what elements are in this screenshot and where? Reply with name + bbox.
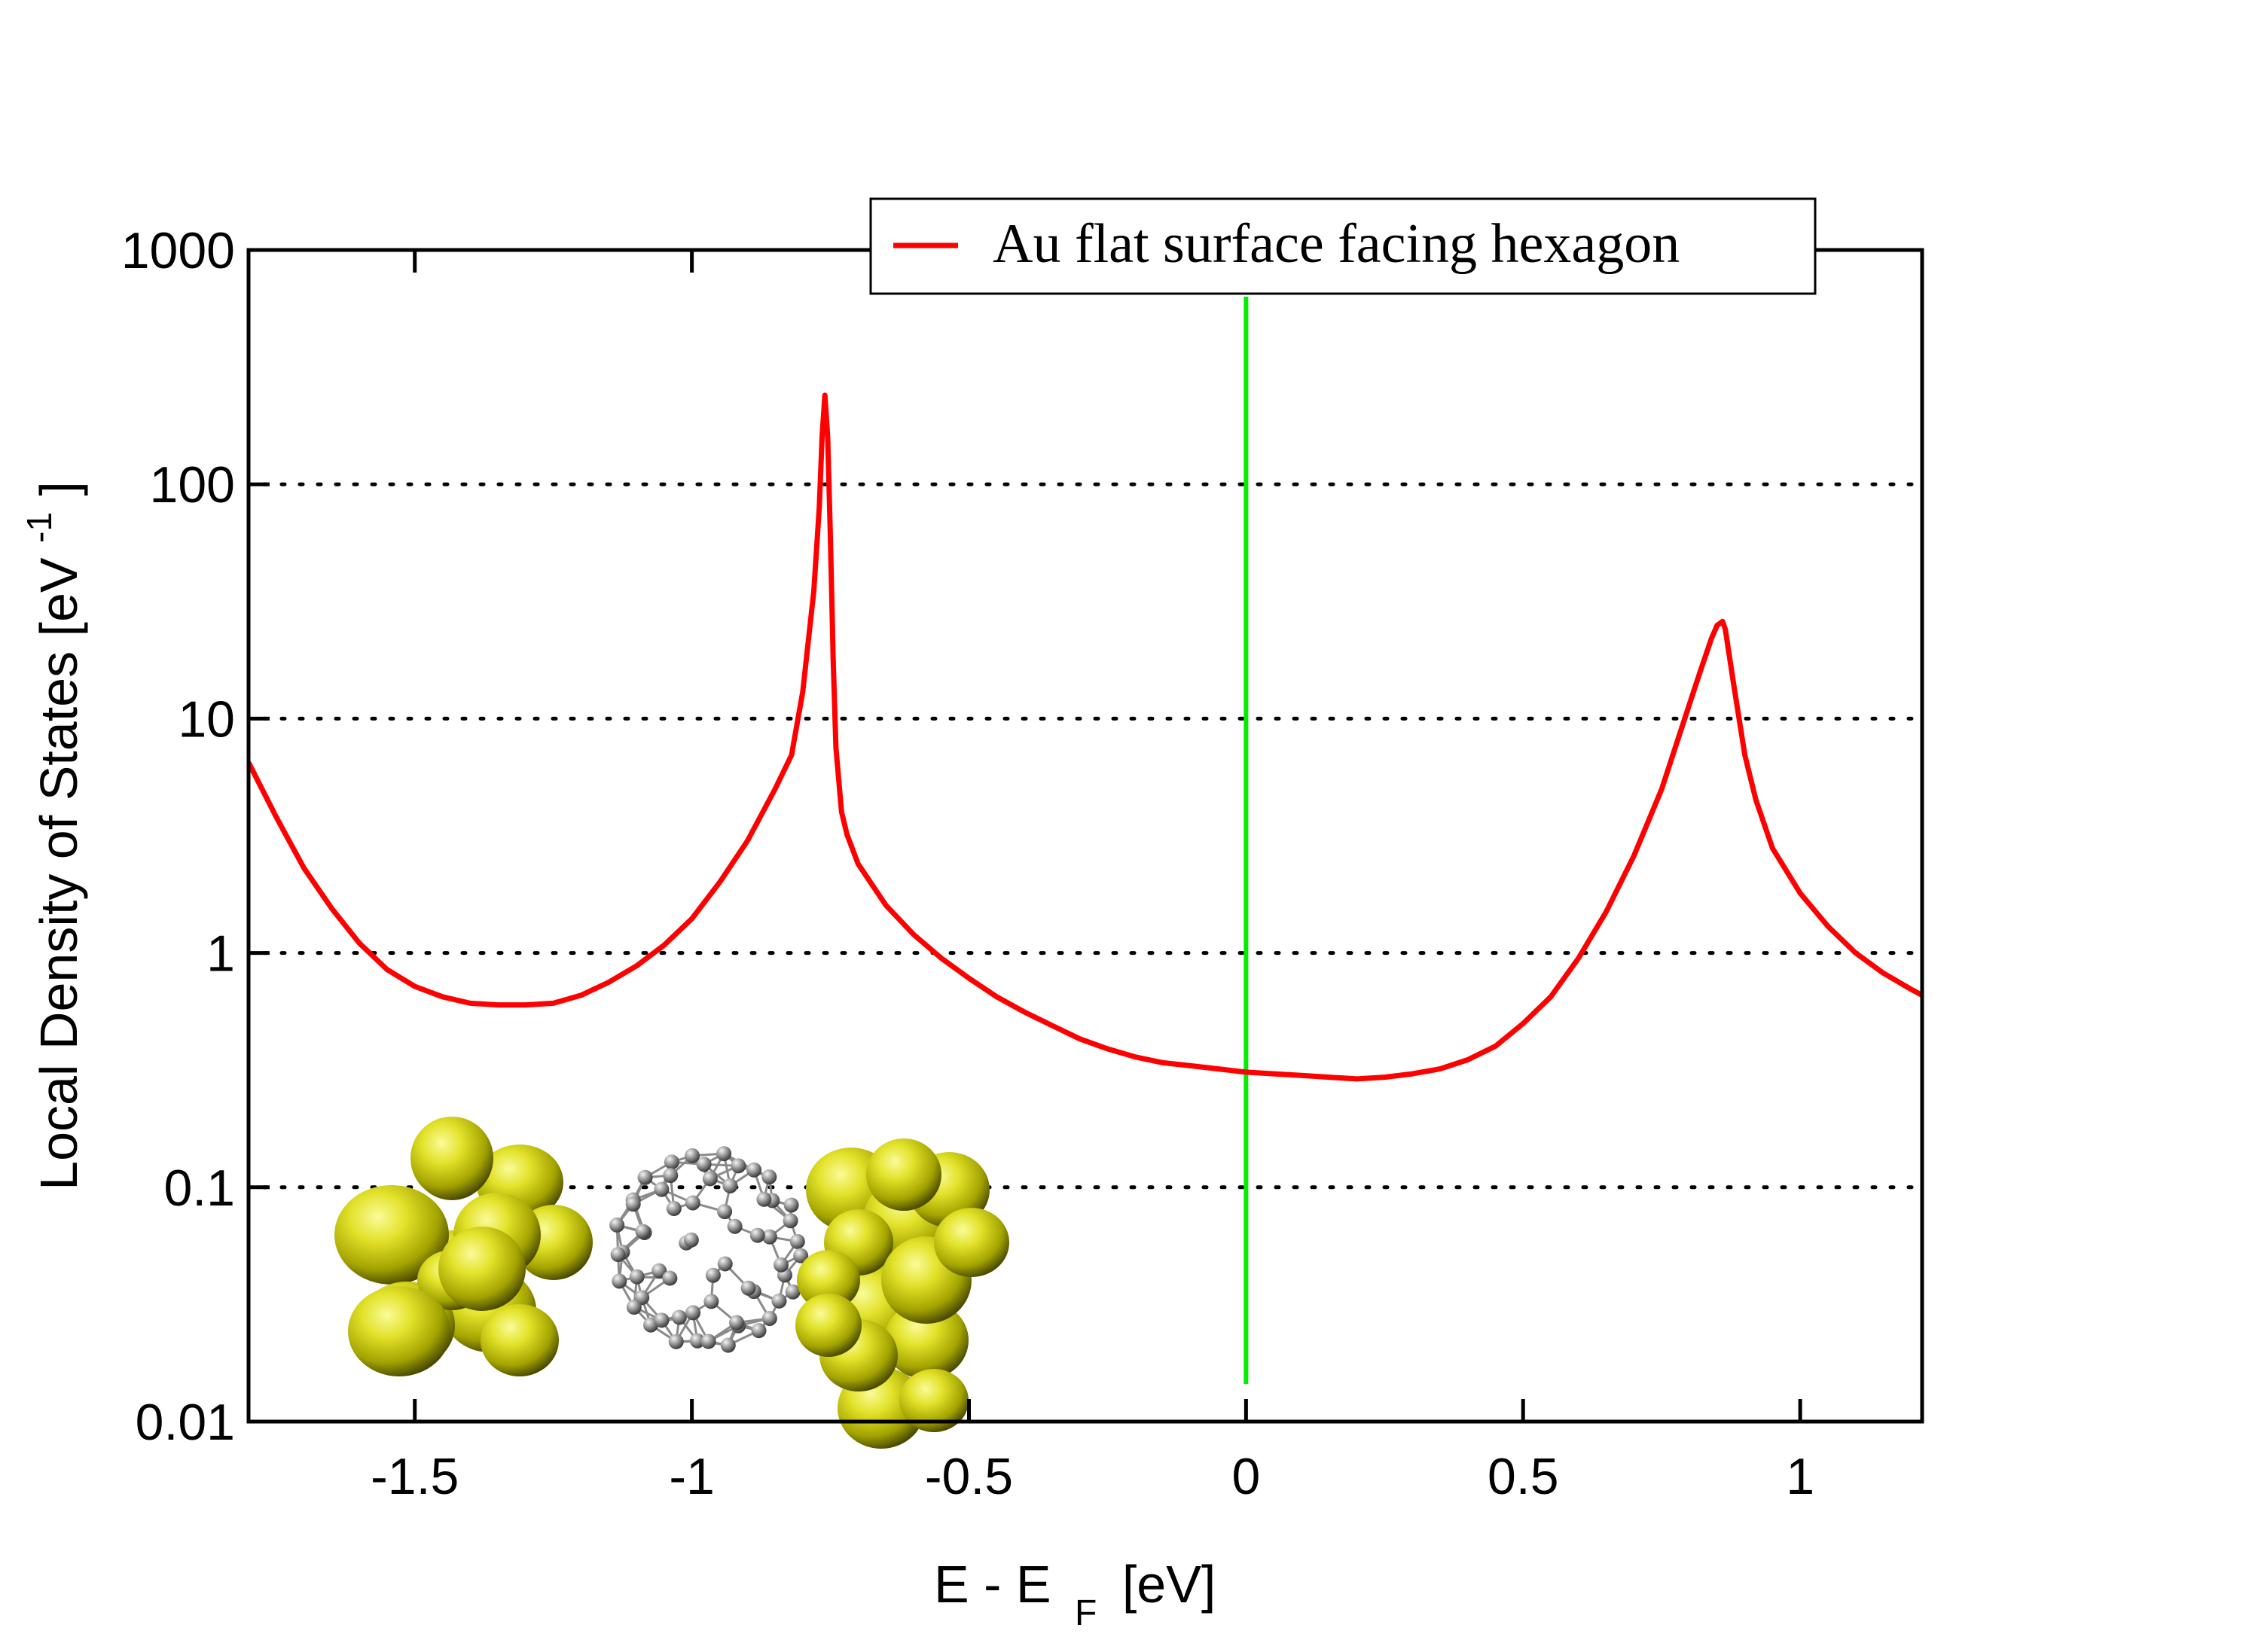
carbon-atom — [727, 1218, 743, 1234]
y-tick-label: 100 — [150, 456, 235, 514]
carbon-atom — [783, 1197, 799, 1213]
gold-atom — [884, 1301, 969, 1379]
carbon-atom — [626, 1300, 642, 1315]
c60-fullerene-molecule — [609, 1146, 809, 1353]
x-axis-label-unit: [eV] — [1122, 1555, 1216, 1614]
gold-atom — [797, 1250, 860, 1310]
carbon-atom — [685, 1305, 701, 1321]
carbon-atom — [612, 1273, 627, 1289]
carbon-atom — [751, 1323, 767, 1339]
carbon-atom — [689, 1333, 705, 1349]
carbon-atom — [785, 1284, 801, 1300]
gold-atom — [899, 1369, 969, 1432]
carbon-atom — [635, 1224, 651, 1239]
x-axis-label: E - E F [eV] — [934, 1555, 1216, 1636]
carbon-atom — [749, 1227, 765, 1243]
carbon-atom — [717, 1204, 733, 1220]
carbon-atom — [793, 1248, 809, 1263]
y-tick-label: 0.01 — [136, 1394, 235, 1451]
carbon-atom — [625, 1196, 641, 1212]
carbon-atom — [664, 1154, 679, 1170]
carbon-atom — [702, 1171, 718, 1187]
legend-box — [869, 197, 1817, 295]
carbon-atom — [662, 1270, 678, 1286]
gold-atom — [334, 1185, 449, 1285]
x-tick-label: 0.5 — [1488, 1448, 1559, 1505]
y-tick-label: 10 — [178, 690, 235, 748]
carbon-atom — [783, 1213, 798, 1229]
carbon-atom — [771, 1293, 787, 1309]
carbon-atom — [685, 1148, 700, 1163]
gold-atom — [410, 1117, 493, 1199]
x-axis-label-subscript: F — [1075, 1593, 1097, 1633]
carbon-atom — [700, 1333, 716, 1349]
gold-atom — [866, 1138, 941, 1211]
carbon-atom — [609, 1217, 625, 1233]
x-tick-label: -0.5 — [925, 1448, 1013, 1505]
carbon-atom — [671, 1309, 687, 1325]
carbon-atom — [668, 1333, 684, 1349]
x-axis-ticks: -1.5 -1 -0.5 0 0.5 1 — [371, 250, 1814, 1505]
carbon-atom — [666, 1201, 682, 1217]
legend: Au flat surface facing hexagon — [869, 197, 1817, 295]
au-c60-au-junction-image — [334, 1117, 1009, 1449]
carbon-atom — [716, 1146, 732, 1162]
carbon-atom — [720, 1337, 736, 1353]
carbon-atom — [729, 1315, 745, 1330]
y-axis-ticks: 1000 100 10 1 0.1 0.01 — [121, 222, 270, 1451]
carbon-atom — [663, 1168, 679, 1184]
carbon-atom — [740, 1280, 756, 1296]
carbon-atom — [629, 1269, 645, 1285]
x-tick-label: 1 — [1786, 1448, 1814, 1505]
x-axis-label-main: E - E — [934, 1555, 1051, 1614]
x-tick-label: -1 — [669, 1448, 714, 1505]
series-line — [249, 392, 1922, 1082]
carbon-atom — [685, 1195, 700, 1211]
legend-label: Au flat surface facing hexagon — [993, 213, 1680, 275]
y-axis-label-superscript: -1 — [20, 512, 59, 543]
carbon-atom — [654, 1181, 670, 1197]
gold-atom — [348, 1286, 450, 1376]
gold-atom — [481, 1304, 559, 1376]
carbon-atom — [717, 1256, 733, 1272]
y-axis-label-close: ] — [29, 481, 88, 495]
gold-atom — [438, 1227, 526, 1311]
left-gold-cluster — [334, 1117, 593, 1376]
y-tick-label: 1 — [206, 925, 235, 983]
x-tick-label: -1.5 — [371, 1448, 459, 1505]
grid-lines — [261, 482, 1924, 1190]
gold-atom — [795, 1294, 862, 1357]
carbon-atom — [683, 1232, 699, 1248]
y-axis-label: Local Density of States [eV -1 ] — [4, 481, 88, 1190]
carbon-atom — [651, 1263, 667, 1279]
y-axis-label-main: Local Density of States [eV — [29, 557, 88, 1190]
carbon-atom — [696, 1157, 712, 1172]
carbon-atom — [731, 1158, 746, 1174]
carbon-atom — [789, 1233, 805, 1249]
carbon-atom — [774, 1257, 789, 1273]
y-tick-label: 1000 — [121, 222, 235, 279]
right-gold-cluster — [795, 1138, 1009, 1449]
carbon-atom — [637, 1169, 653, 1185]
carbon-atom — [654, 1312, 670, 1328]
carbon-atom — [703, 1294, 719, 1309]
gold-atom — [934, 1208, 1009, 1277]
x-tick-label: 0 — [1231, 1448, 1260, 1505]
carbon-atom — [761, 1310, 777, 1326]
carbon-atom — [761, 1229, 777, 1245]
carbon-atom — [756, 1191, 772, 1207]
carbon-atom — [610, 1247, 626, 1263]
carbon-atom — [761, 1169, 777, 1185]
series-lines — [249, 392, 1922, 1082]
carbon-atom — [746, 1162, 762, 1178]
carbon-atom — [722, 1178, 738, 1193]
carbon-atom — [705, 1267, 721, 1283]
y-tick-label: 0.1 — [163, 1160, 235, 1217]
